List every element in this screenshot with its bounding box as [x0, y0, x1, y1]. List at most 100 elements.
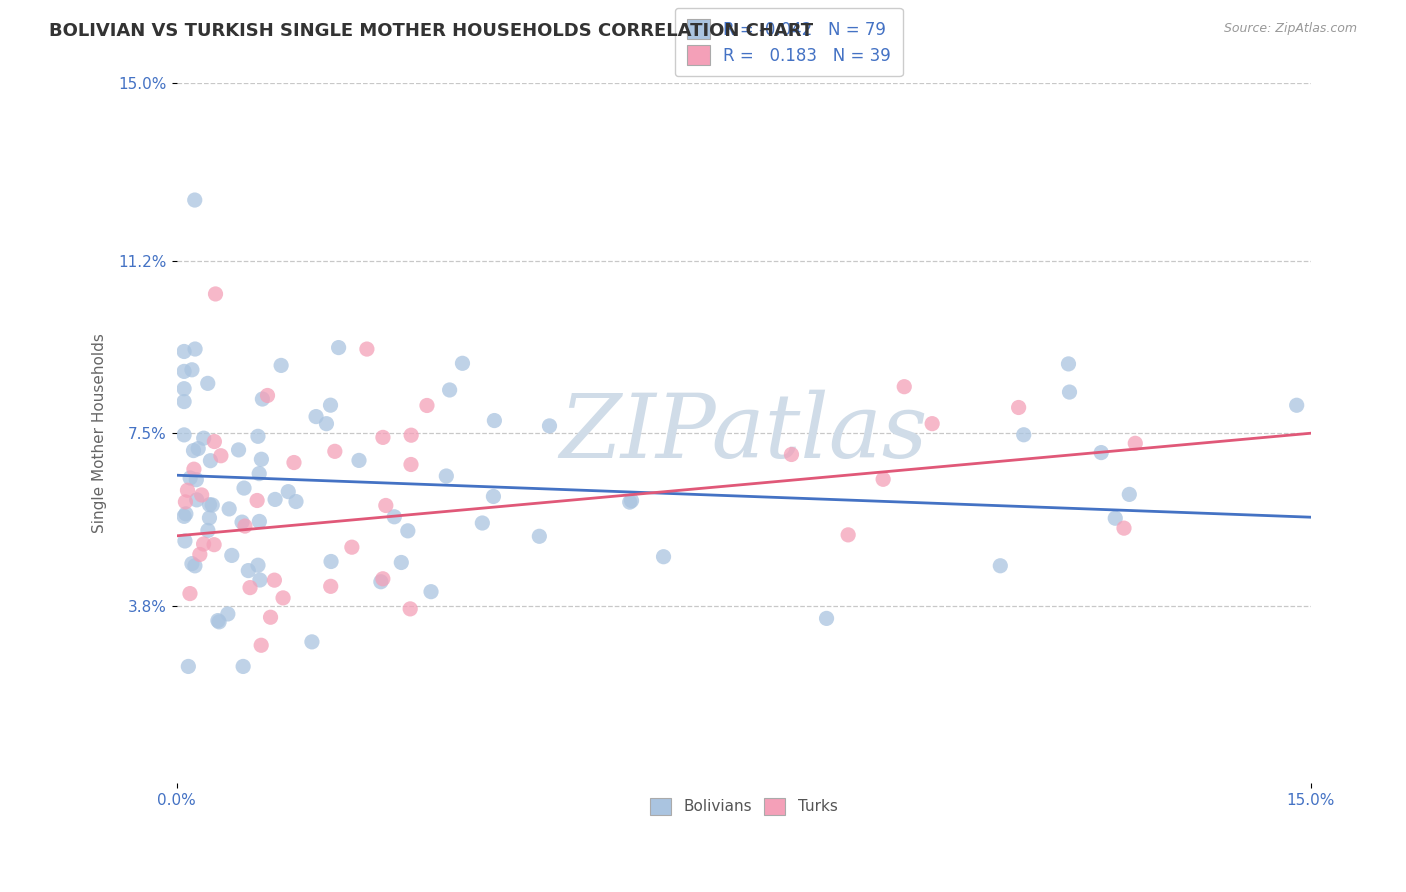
- Point: [482, 490, 505, 504]
- Point: [202, 538, 225, 552]
- Point: [179, 471, 201, 485]
- Point: [416, 399, 439, 413]
- Point: [389, 556, 412, 570]
- Point: [198, 498, 221, 512]
- Point: [1090, 445, 1112, 459]
- Point: [233, 519, 256, 533]
- Point: [184, 193, 207, 207]
- Point: [246, 493, 269, 508]
- Point: [484, 413, 506, 427]
- Point: [263, 573, 285, 587]
- Point: [319, 398, 342, 412]
- Point: [434, 469, 457, 483]
- Point: [283, 456, 305, 470]
- Point: [183, 443, 205, 458]
- Point: [207, 614, 229, 628]
- Point: [382, 509, 405, 524]
- Point: [271, 591, 294, 605]
- Point: [439, 383, 461, 397]
- Point: [921, 417, 943, 431]
- Legend: Bolivians, Turks: Bolivians, Turks: [640, 789, 846, 824]
- Point: [187, 442, 209, 456]
- Point: [277, 484, 299, 499]
- Point: [315, 417, 337, 431]
- Point: [208, 615, 231, 629]
- Point: [188, 548, 211, 562]
- Point: [221, 549, 243, 563]
- Point: [233, 481, 256, 495]
- Point: [246, 429, 269, 443]
- Text: Source: ZipAtlas.com: Source: ZipAtlas.com: [1223, 22, 1357, 36]
- Point: [228, 442, 250, 457]
- Text: BOLIVIAN VS TURKISH SINGLE MOTHER HOUSEHOLDS CORRELATION CHART: BOLIVIAN VS TURKISH SINGLE MOTHER HOUSEH…: [49, 22, 813, 40]
- Point: [420, 584, 443, 599]
- Point: [652, 549, 675, 564]
- Point: [173, 364, 195, 378]
- Point: [305, 409, 328, 424]
- Point: [173, 382, 195, 396]
- Point: [217, 607, 239, 621]
- Point: [247, 467, 270, 481]
- Point: [347, 453, 370, 467]
- Point: [239, 581, 262, 595]
- Point: [371, 430, 394, 444]
- Point: [620, 493, 643, 508]
- Point: [837, 528, 859, 542]
- Point: [173, 509, 195, 524]
- Point: [340, 540, 363, 554]
- Point: [399, 458, 422, 472]
- Point: [202, 434, 225, 449]
- Point: [184, 342, 207, 356]
- Point: [371, 572, 394, 586]
- Point: [184, 558, 207, 573]
- Point: [198, 511, 221, 525]
- Point: [1007, 401, 1029, 415]
- Point: [1123, 436, 1146, 450]
- Point: [780, 448, 803, 462]
- Point: [619, 495, 641, 509]
- Point: [1104, 511, 1126, 525]
- Point: [252, 392, 274, 406]
- Point: [246, 558, 269, 573]
- Point: [173, 344, 195, 359]
- Point: [319, 554, 342, 568]
- Point: [815, 611, 838, 625]
- Point: [1012, 427, 1035, 442]
- Point: [1112, 521, 1135, 535]
- Point: [264, 492, 287, 507]
- Point: [872, 472, 894, 486]
- Point: [174, 507, 197, 521]
- Point: [396, 524, 419, 538]
- Point: [174, 495, 197, 509]
- Point: [177, 659, 200, 673]
- Text: ZIPatlas: ZIPatlas: [560, 390, 928, 476]
- Point: [238, 564, 260, 578]
- Point: [181, 557, 204, 571]
- Point: [250, 452, 273, 467]
- Point: [232, 659, 254, 673]
- Point: [1118, 487, 1140, 501]
- Point: [186, 473, 208, 487]
- Point: [259, 610, 281, 624]
- Point: [328, 341, 350, 355]
- Point: [200, 453, 222, 467]
- Point: [183, 462, 205, 476]
- Point: [179, 586, 201, 600]
- Point: [190, 488, 212, 502]
- Point: [1285, 398, 1308, 412]
- Point: [256, 388, 278, 402]
- Point: [247, 515, 270, 529]
- Point: [197, 524, 219, 538]
- Point: [1057, 357, 1080, 371]
- Point: [1059, 385, 1081, 400]
- Point: [285, 494, 308, 508]
- Point: [319, 579, 342, 593]
- Point: [186, 492, 208, 507]
- Point: [197, 376, 219, 391]
- Point: [201, 498, 224, 512]
- Point: [193, 537, 215, 551]
- Point: [249, 573, 271, 587]
- Point: [173, 428, 195, 442]
- Point: [374, 499, 396, 513]
- Point: [399, 428, 422, 442]
